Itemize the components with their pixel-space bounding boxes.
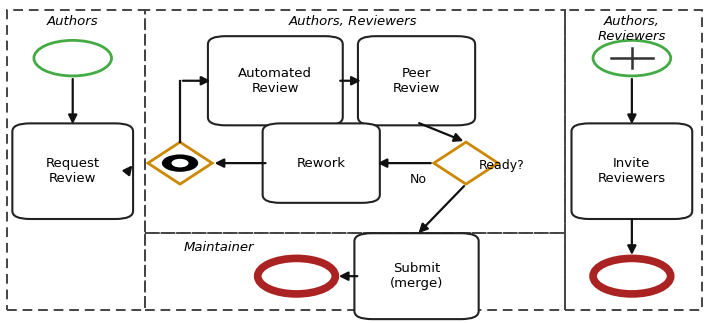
Circle shape [593, 40, 671, 76]
FancyBboxPatch shape [208, 36, 343, 125]
Circle shape [162, 155, 198, 171]
Bar [145, 10, 565, 233]
Text: Invite
Reviewers: Invite Reviewers [598, 157, 666, 185]
Polygon shape [433, 142, 498, 184]
Bar [145, 233, 565, 310]
FancyBboxPatch shape [354, 233, 479, 319]
Text: Automated
Review: Automated Review [239, 67, 312, 95]
FancyBboxPatch shape [12, 123, 133, 219]
Bar [7, 10, 145, 310]
Circle shape [258, 258, 335, 294]
Text: Authors: Authors [47, 15, 99, 27]
FancyBboxPatch shape [572, 123, 692, 219]
Text: Ready?: Ready? [479, 159, 524, 172]
FancyBboxPatch shape [358, 36, 475, 125]
Text: Submit
(merge): Submit (merge) [390, 262, 443, 290]
Text: Peer
Review: Peer Review [393, 67, 441, 95]
Polygon shape [148, 142, 212, 184]
Bar [565, 10, 702, 310]
Text: Maintainer: Maintainer [184, 241, 254, 254]
Circle shape [593, 258, 671, 294]
Text: Authors,
Reviewers: Authors, Reviewers [598, 15, 666, 43]
Circle shape [34, 40, 112, 76]
Text: No: No [410, 173, 427, 186]
FancyBboxPatch shape [263, 123, 380, 203]
Text: Request
Review: Request Review [46, 157, 100, 185]
Text: Authors, Reviewers: Authors, Reviewers [289, 15, 417, 27]
Circle shape [172, 160, 188, 167]
Text: Rework: Rework [297, 157, 346, 170]
